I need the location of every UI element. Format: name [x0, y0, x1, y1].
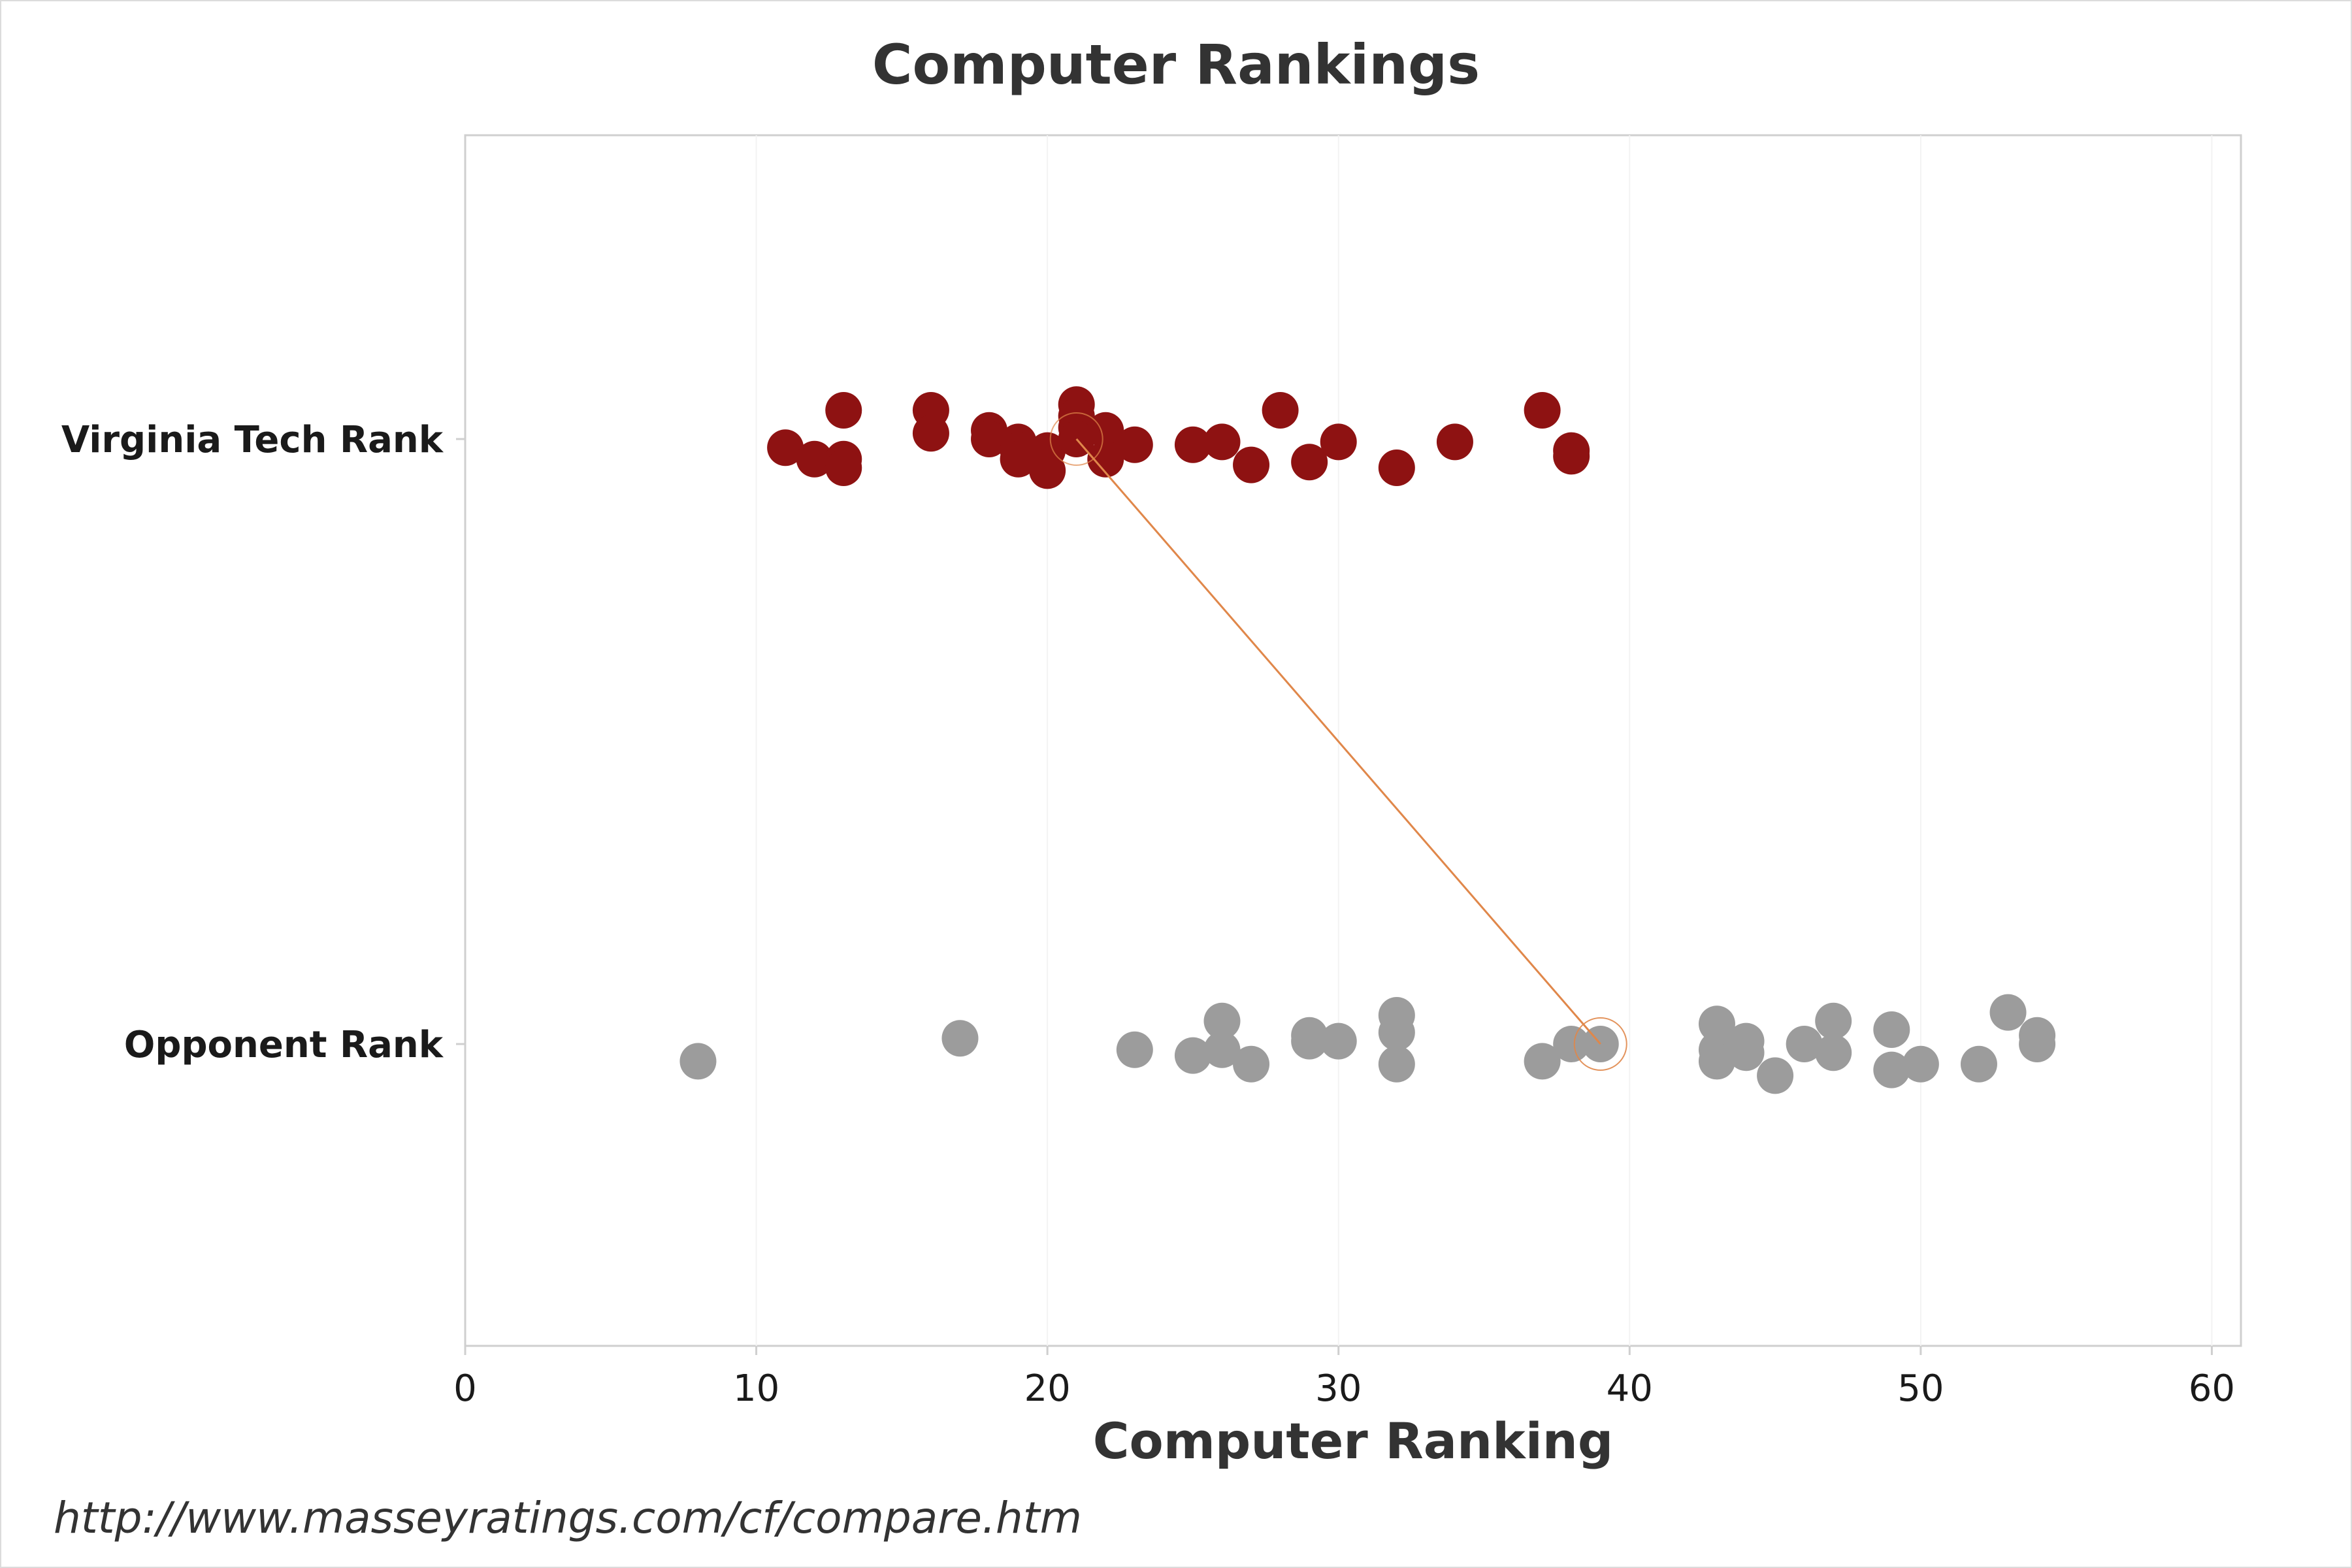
data-point: [1698, 1005, 1735, 1043]
data-point: [1727, 1034, 1765, 1071]
source-url: http://www.masseyratings.com/cf/compare.…: [54, 1493, 1082, 1543]
data-point: [825, 449, 862, 486]
data-point: [1553, 1026, 1590, 1062]
highlight-layer: [1049, 412, 1627, 1071]
data-point: [912, 415, 949, 452]
data-point: [1233, 446, 1270, 483]
y-category-label: Opponent Rank: [124, 1024, 444, 1066]
x-tick-label: 50: [1897, 1367, 1944, 1410]
data-point: [1989, 994, 2027, 1031]
data-point: [1698, 1043, 1735, 1080]
x-tick-label: 10: [733, 1367, 779, 1410]
x-tick-label: 60: [2189, 1367, 2235, 1410]
data-point: [1116, 426, 1153, 463]
data-point: [796, 440, 833, 478]
data-point: [1000, 440, 1037, 478]
data-point: [825, 392, 862, 429]
data-point: [1815, 1002, 1852, 1039]
data-point: [1116, 1031, 1153, 1068]
data-point: [1524, 392, 1561, 429]
data-point: [1524, 1043, 1561, 1080]
data-point: [767, 429, 804, 466]
x-tick-label: 20: [1024, 1367, 1071, 1410]
data-point: [1873, 1011, 1910, 1048]
data-point: [1378, 1014, 1415, 1051]
y-category-label: Virginia Tech Rank: [61, 419, 444, 461]
data-point: [1757, 1057, 1794, 1094]
series-opponent: [679, 994, 2056, 1094]
data-point: [1902, 1045, 1939, 1083]
data-point: [1436, 423, 1473, 461]
data-point: [1291, 444, 1328, 481]
data-point: [971, 421, 1008, 457]
x-axis-title: Computer Ranking: [1093, 1412, 1614, 1470]
x-tick-label: 40: [1607, 1367, 1653, 1410]
data-point: [1320, 423, 1357, 461]
data-point: [1378, 449, 1415, 486]
data-point: [1320, 1022, 1357, 1060]
axis-layer: 0 10 20 30 40 50 60 Virginia Tech Rank Opponent …: [61, 419, 2235, 1410]
x-tick-label: 30: [1315, 1367, 1362, 1410]
data-point: [1262, 392, 1299, 429]
data-point: [1203, 1031, 1241, 1068]
data-point: [1233, 1045, 1270, 1083]
data-point: [2019, 1026, 2056, 1062]
data-point: [941, 1020, 979, 1057]
grid-layer: [755, 135, 2213, 1346]
series-virginia-tech: [767, 386, 1590, 489]
data-point: [1087, 440, 1124, 478]
x-tick-label: 0: [453, 1367, 477, 1410]
data-point: [1786, 1026, 1823, 1062]
data-point: [1174, 426, 1211, 463]
data-point: [1873, 1051, 1910, 1088]
data-point: [1203, 1002, 1241, 1039]
data-point: [1291, 1022, 1328, 1060]
data-point: [1553, 438, 1590, 475]
plot-area: [464, 134, 2242, 1347]
data-point: [1029, 452, 1066, 489]
series-layer: [679, 386, 2056, 1094]
data-point: [679, 1043, 717, 1080]
chart-title: Computer Rankings: [872, 33, 1480, 97]
highlight-ring-end: [1573, 1017, 1627, 1071]
data-point: [1378, 1045, 1415, 1083]
highlight-ring-start: [1049, 412, 1103, 466]
data-point: [1174, 1037, 1211, 1074]
data-point: [1815, 1034, 1852, 1071]
highlight-link-line: [1075, 438, 1601, 1045]
data-point: [1960, 1045, 1997, 1083]
data-point: [1203, 423, 1241, 461]
